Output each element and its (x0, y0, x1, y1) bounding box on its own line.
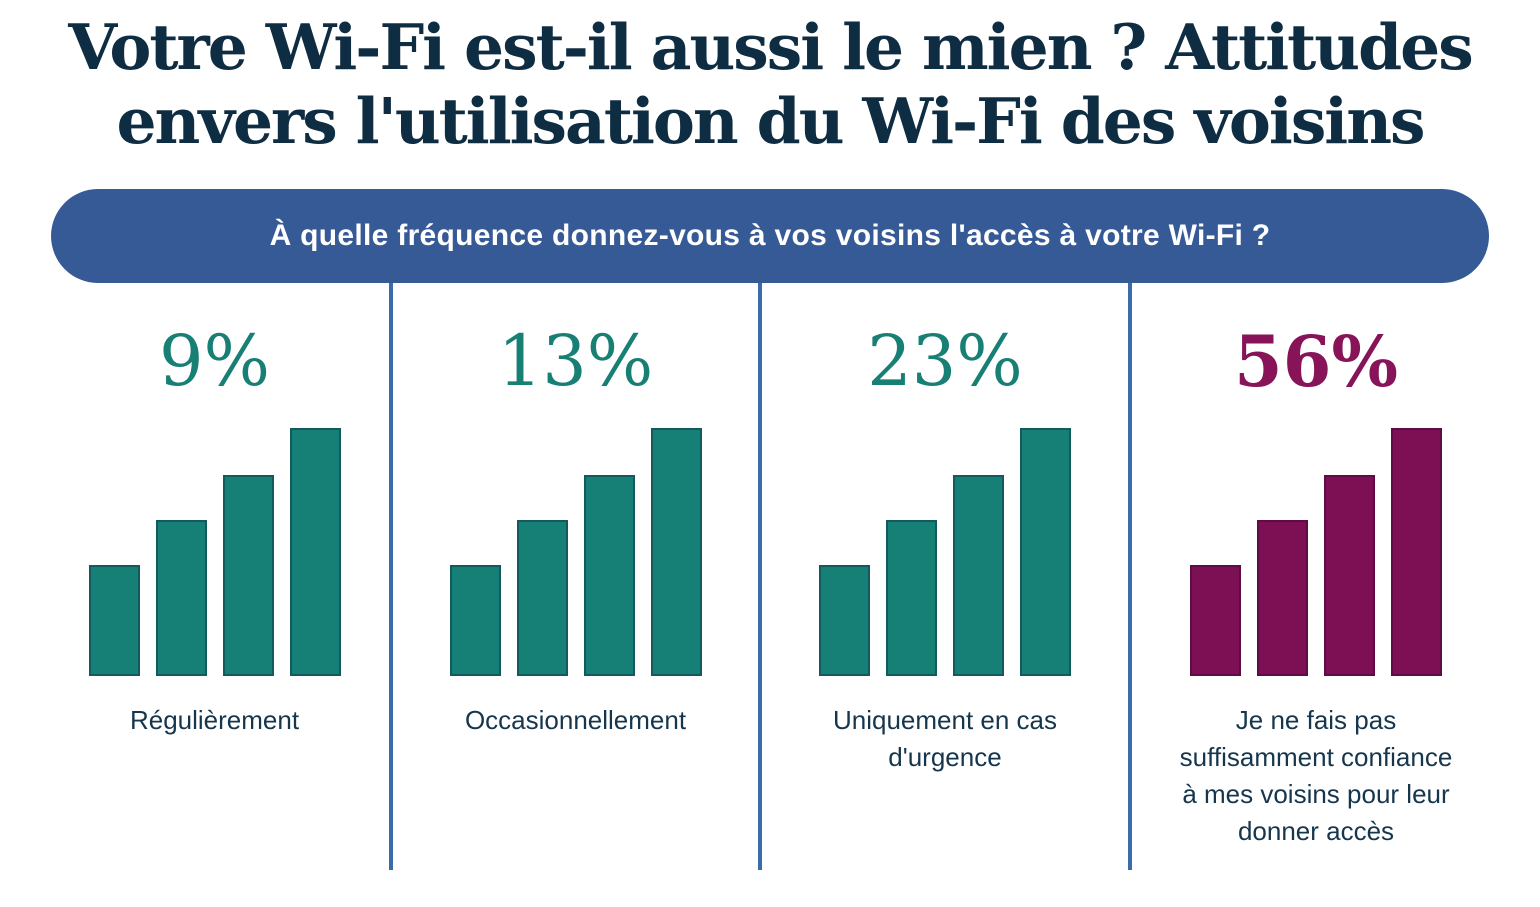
bar-chart-icon (449, 428, 702, 677)
bar (88, 565, 140, 677)
bar (819, 565, 870, 677)
category-label-line: Uniquement en cas (832, 705, 1058, 736)
bar (1020, 428, 1071, 677)
bar (1391, 428, 1442, 677)
question-text: À quelle fréquence donnez-vous à vos voi… (269, 218, 1271, 252)
category-label-line: à mes voisins pour leur (1182, 778, 1450, 809)
percent-value: 9% (158, 319, 271, 402)
chart-column-pas-confiance: 56% Je ne fais pas suffisamment confianc… (1128, 282, 1500, 870)
bar (222, 475, 274, 677)
category-label: Régulièrement (130, 702, 299, 739)
category-label-line: Régulièrement (129, 705, 300, 736)
bar (650, 428, 702, 677)
page-title-line-1: Votre Wi-Fi est-il aussi le mien ? Attit… (68, 10, 1473, 84)
category-label-line: Je ne fais pas (1235, 705, 1397, 736)
page-title: Votre Wi-Fi est-il aussi le mien ? Attit… (0, 0, 1540, 159)
category-label: Uniquement en cas d'urgence (833, 702, 1057, 776)
bar (289, 428, 341, 677)
bar (1324, 475, 1375, 677)
bar (953, 475, 1004, 677)
bar (583, 475, 635, 677)
bar-chart-icon (88, 428, 341, 677)
category-label: Occasionnellement (465, 702, 686, 739)
category-label-line: donner accès (1237, 815, 1395, 846)
bar-chart-icon (1190, 428, 1442, 677)
question-banner: À quelle fréquence donnez-vous à vos voi… (51, 188, 1489, 283)
bar (516, 520, 568, 677)
chart-column-regulierement: 9% Régulièrement (40, 283, 389, 870)
chart-columns: 9% Régulièrement 13% Occasionnellement (40, 282, 1500, 870)
category-label: Je ne fais pas suffisamment confiance à … (1180, 702, 1453, 850)
bar (1190, 565, 1241, 677)
percent-value: 56% (1234, 319, 1398, 403)
bar (886, 520, 937, 677)
percent-value: 23% (867, 319, 1023, 402)
percent-value: 13% (497, 319, 654, 402)
bar (449, 565, 501, 677)
category-label-line: Occasionnellement (464, 705, 687, 736)
bar-chart-icon (819, 428, 1071, 677)
category-label-line: suffisamment confiance (1179, 742, 1453, 773)
bar (155, 520, 207, 677)
category-label-line: d'urgence (888, 742, 1002, 773)
chart-column-occasionnellement: 13% Occasionnellement (389, 282, 758, 870)
chart-column-urgence: 23% Uniquement en cas d'urgence (758, 282, 1128, 870)
bar (1257, 520, 1308, 677)
page-title-line-2: envers l'utilisation du Wi-Fi des voisin… (116, 84, 1425, 159)
